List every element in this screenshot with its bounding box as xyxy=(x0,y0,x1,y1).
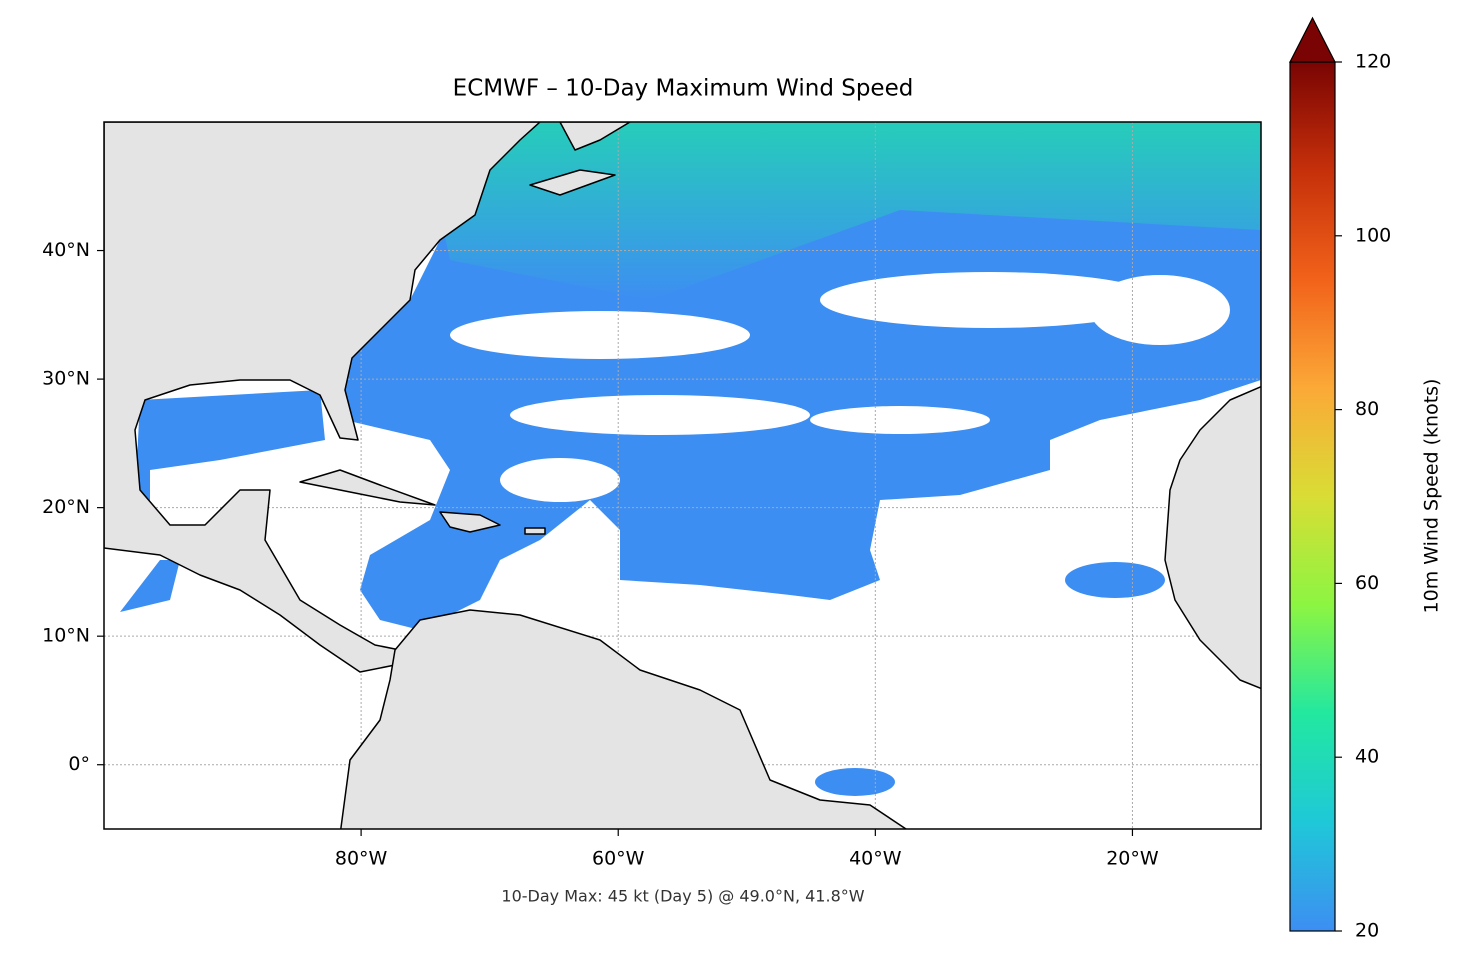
wind-area xyxy=(120,560,180,612)
wind-field xyxy=(120,122,1261,796)
chart-title: ECMWF – 10-Day Maximum Wind Speed xyxy=(453,76,914,102)
wind-area xyxy=(420,122,1261,300)
north-america xyxy=(104,122,541,673)
colorbar-tick-label: 40 xyxy=(1355,746,1379,768)
wind-area xyxy=(815,768,895,796)
y-tick-label: 20°N xyxy=(42,496,90,518)
x-tick-label: 20°W xyxy=(1106,848,1159,870)
calm-area xyxy=(1090,275,1230,345)
axes: 80°W 60°W 40°W 20°W 0° 10°N 20°N 30°N 40°N xyxy=(42,239,1159,869)
colorbar-tick-label: 60 xyxy=(1355,572,1379,594)
wind-area xyxy=(1065,562,1165,598)
map-frame xyxy=(103,121,1262,830)
colorbar-tick-label: 120 xyxy=(1355,51,1391,73)
colorbar-tick-label: 20 xyxy=(1355,920,1379,942)
south-america xyxy=(340,609,908,829)
colorbar: 20 40 60 80 100 120 xyxy=(1289,16,1391,942)
colorbar-extend xyxy=(1289,16,1336,63)
colorbar-tick-label: 80 xyxy=(1355,398,1379,420)
newfoundland xyxy=(559,122,631,151)
colorbar-label: 10m Wind Speed (knots) xyxy=(1421,379,1443,614)
annotation: 10-Day Max: 45 kt (Day 5) @ 49.0°N, 41.8… xyxy=(501,887,864,906)
y-tick-label: 0° xyxy=(68,753,90,775)
puerto-rico xyxy=(524,527,546,535)
calm-area xyxy=(500,458,620,502)
calm-area xyxy=(820,272,1160,328)
x-tick-label: 80°W xyxy=(335,848,388,870)
nova-scotia xyxy=(529,169,616,196)
calm-area xyxy=(810,406,990,434)
x-tick-label: 60°W xyxy=(592,848,645,870)
y-tick-label: 30°N xyxy=(42,368,90,390)
calm-area xyxy=(450,311,750,359)
land xyxy=(104,122,1261,829)
y-tick-label: 40°N xyxy=(42,239,90,261)
cuba xyxy=(299,469,436,506)
wind-area xyxy=(135,390,325,520)
calm-area xyxy=(510,395,810,435)
africa xyxy=(1164,385,1261,690)
x-tick-label: 40°W xyxy=(849,848,902,870)
colorbar-frame xyxy=(1289,61,1336,932)
map xyxy=(104,122,1261,829)
hispaniola xyxy=(439,511,501,533)
colorbar-scale xyxy=(1290,62,1335,931)
y-tick-label: 10°N xyxy=(42,625,90,647)
colorbar-tick-label: 100 xyxy=(1355,224,1391,246)
